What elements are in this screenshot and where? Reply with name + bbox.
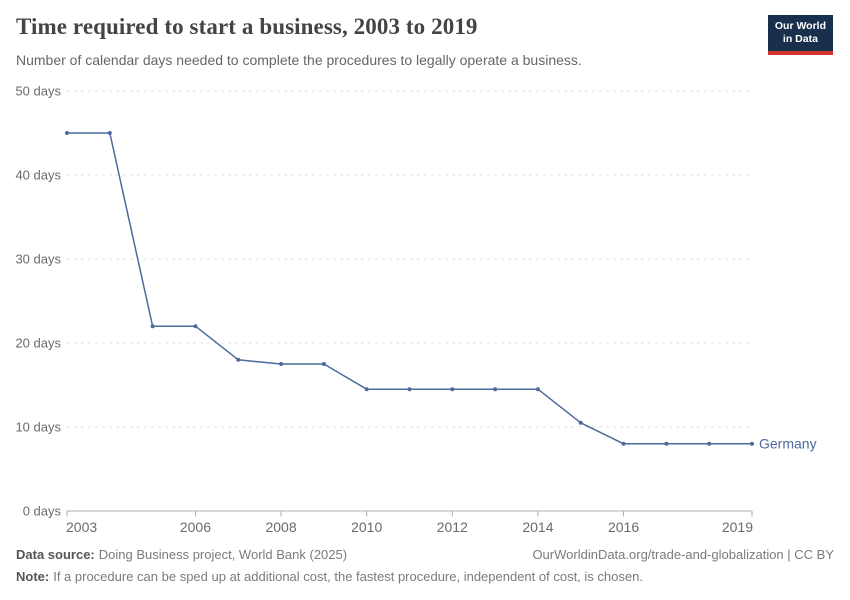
data-source-label: Data source: <box>16 547 95 562</box>
x-axis-label: 2019 <box>722 519 753 535</box>
note-label: Note: <box>16 569 50 584</box>
data-point <box>750 441 754 446</box>
x-axis-label: 2016 <box>608 519 639 535</box>
y-axis-label: 20 days <box>15 336 61 351</box>
data-point <box>535 387 540 392</box>
data-point <box>621 441 626 446</box>
line-chart: 0 days 10 days 20 days 30 days 40 days 50 day… <box>15 84 817 536</box>
data-point <box>321 362 326 366</box>
data-point <box>493 387 498 392</box>
chart-note: Note: If a procedure can be sped up at ad… <box>16 569 834 585</box>
owid-license-link[interactable]: OurWorldinData.org/trade-and-globalizati… <box>532 547 834 562</box>
owid-logo-line1: Our World <box>774 20 826 32</box>
data-point <box>236 357 241 362</box>
x-axis-label: 2010 <box>351 519 382 535</box>
data-point <box>107 131 112 135</box>
y-axis-label: 40 days <box>15 168 61 183</box>
x-axis-label: 2008 <box>265 519 296 535</box>
data-point <box>450 387 455 392</box>
data-point <box>193 324 198 329</box>
y-axis-label: 0 days <box>23 504 62 519</box>
data-point <box>65 131 69 135</box>
owid-logo-line2: in Data <box>782 33 818 45</box>
data-source: Data source: Doing Business project, Worl… <box>16 547 347 563</box>
x-axis-label: 2012 <box>437 519 468 535</box>
series-label: Germany <box>759 435 817 451</box>
data-point <box>279 362 284 366</box>
data-point <box>664 441 669 446</box>
x-axis-label: 2014 <box>522 519 553 535</box>
data-point <box>407 387 412 392</box>
data-point <box>578 420 583 425</box>
chart-footer: Data source: Doing Business project, Worl… <box>16 547 834 585</box>
y-axis-label: 30 days <box>15 252 61 267</box>
x-axis-label: 2006 <box>180 519 211 535</box>
owid-logo[interactable]: Our World in Data <box>767 15 833 55</box>
y-axis-label: 50 days <box>15 84 61 99</box>
data-source-value: Doing Business project, World Bank (2025… <box>98 547 348 562</box>
data-point <box>707 441 712 446</box>
series-line <box>66 132 753 445</box>
data-point <box>364 387 369 392</box>
chart-title: Time required to start a business, 2003 … <box>16 14 478 39</box>
data-point <box>150 324 155 329</box>
note-value: If a procedure can be sped up at additio… <box>53 569 643 584</box>
x-axis-label: 2003 <box>66 519 97 535</box>
y-axis-label: 10 days <box>15 420 61 435</box>
chart-subtitle: Number of calendar days needed to comple… <box>16 52 582 68</box>
